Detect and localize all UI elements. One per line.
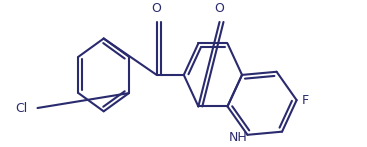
Text: F: F [302, 94, 309, 107]
Text: O: O [152, 2, 161, 15]
Text: NH: NH [228, 131, 247, 144]
Text: O: O [215, 2, 225, 15]
Text: Cl: Cl [15, 102, 28, 115]
